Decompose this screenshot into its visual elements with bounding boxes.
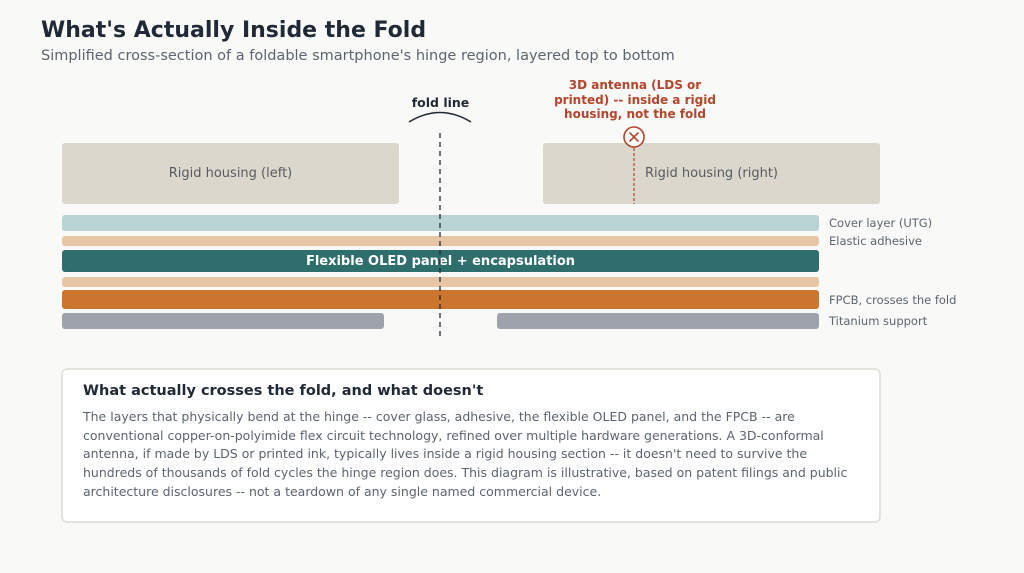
card-body: The layers that physically bend at the h… xyxy=(83,409,848,499)
titanium-support-right xyxy=(497,313,819,329)
rigid-housing-right-label: Rigid housing (right) xyxy=(644,166,779,181)
elastic-adhesive-layer-top xyxy=(62,236,819,246)
card-title: What actually crosses the fold, and what… xyxy=(83,383,484,399)
rigid-housing-left-label: Rigid housing (left) xyxy=(168,166,293,181)
explanation-card: What actually crosses the fold, and what… xyxy=(61,368,881,523)
fpcb-layer xyxy=(62,290,819,309)
rigid-housing-left: Rigid housing (left) xyxy=(62,143,399,204)
titanium-layer-label: Titanium support xyxy=(829,314,928,328)
titanium-support-left xyxy=(62,313,384,329)
antenna-label: 3D antenna (LDS or printed) -- inside a … xyxy=(554,78,716,121)
fold-line-label: fold line xyxy=(411,95,470,110)
page-subtitle: Simplified cross-section of a foldable s… xyxy=(41,48,675,64)
cover-layer xyxy=(62,215,819,231)
fpcb-layer-label: FPCB, crosses the fold xyxy=(829,293,957,307)
rigid-housing-right: Rigid housing (right) xyxy=(543,143,880,204)
oled-panel-label: Flexible OLED panel + encapsulation xyxy=(305,253,576,269)
cover-layer-label: Cover layer (UTG) xyxy=(829,216,933,230)
elastic-adhesive-layer-bottom xyxy=(62,277,819,287)
fold-arc xyxy=(408,111,472,123)
oled-panel-layer: Flexible OLED panel + encapsulation xyxy=(62,250,819,272)
page-title: What's Actually Inside the Fold xyxy=(41,18,427,43)
adhesive-layer-label: Elastic adhesive xyxy=(829,234,922,248)
